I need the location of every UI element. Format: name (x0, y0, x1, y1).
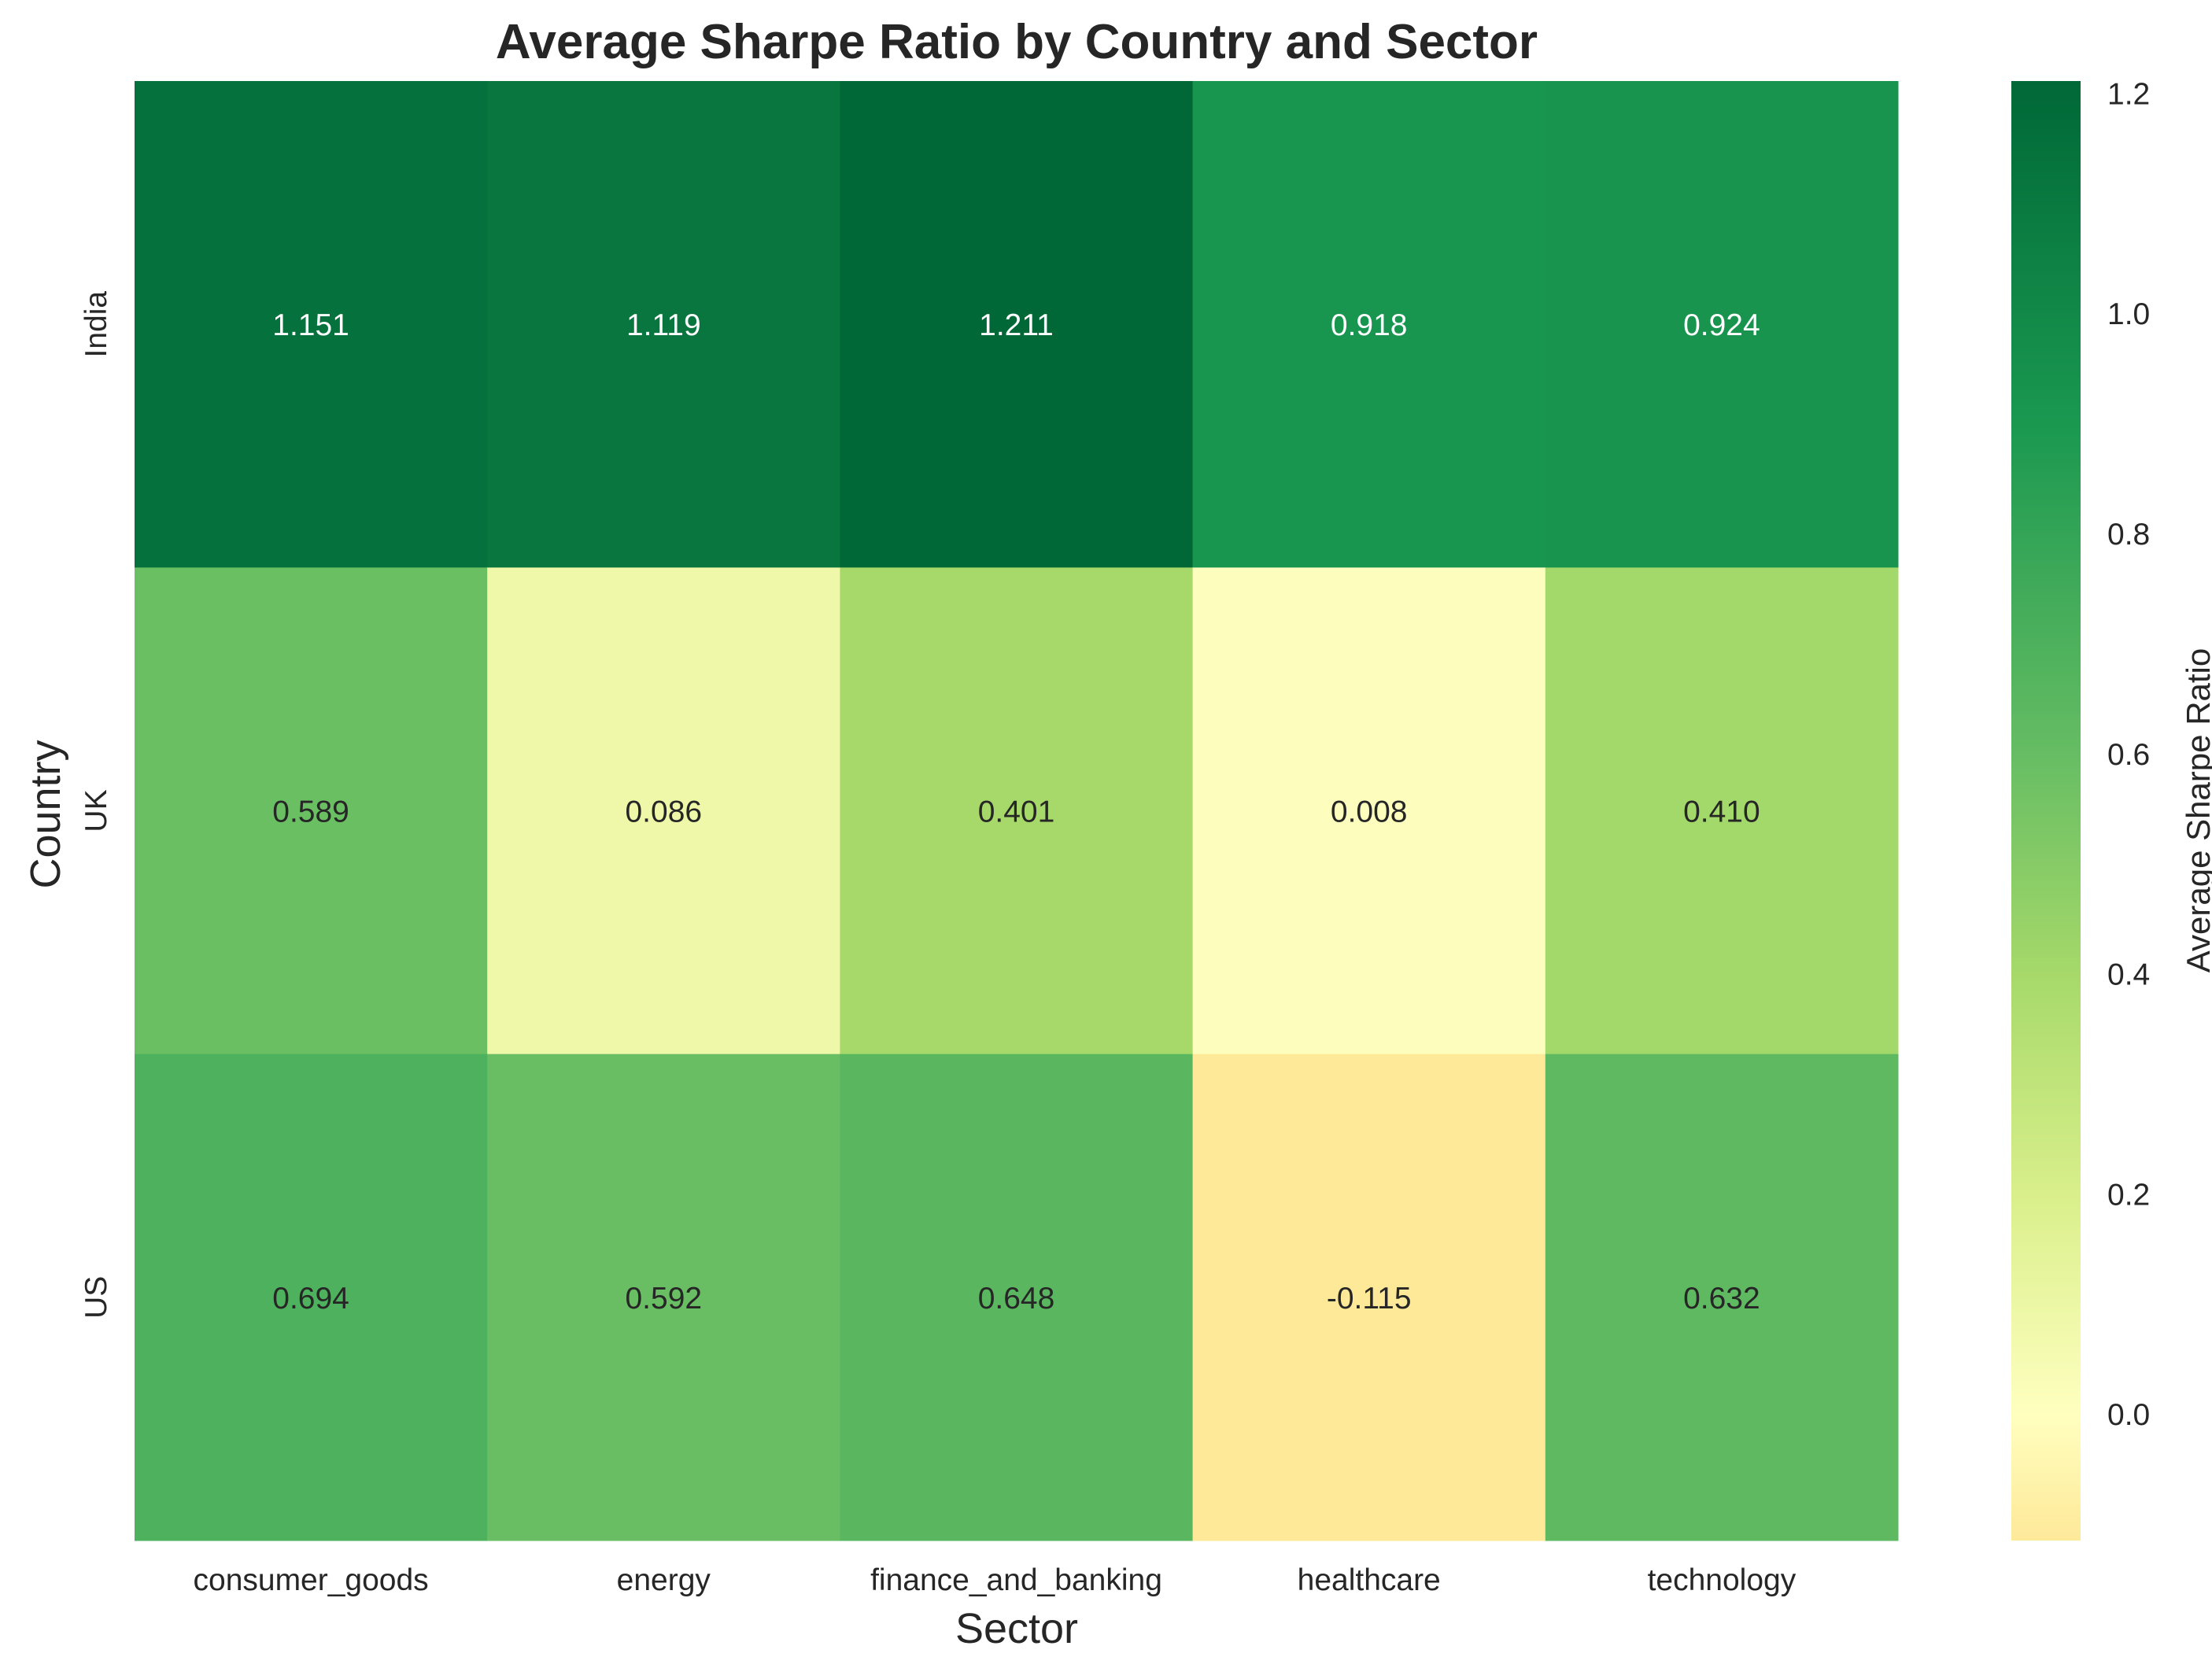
cell-value-label: 0.410 (1683, 795, 1760, 829)
heatmap-cell (1545, 567, 1899, 1055)
colorbar-tick-label: 1.2 (2107, 77, 2150, 111)
cell-value-label: 1.211 (979, 308, 1054, 342)
x-axis-tick-labels: consumer_goods energy finance_and_banking h… (194, 1563, 1797, 1597)
cell-value-label: 0.589 (272, 795, 349, 829)
heatmap-cell (135, 81, 488, 568)
heatmap-cell-labels: 1.151 1.119 1.211 0.918 0.924 0.589 0.086 0.401… (272, 308, 1760, 1316)
y-tick-label: UK (79, 789, 113, 832)
cell-value-label: 0.918 (1331, 308, 1408, 342)
x-tick-label: energy (617, 1563, 711, 1597)
heatmap-cell (840, 1054, 1194, 1541)
cell-value-label: 0.401 (978, 795, 1055, 829)
cell-value-label: 1.151 (272, 308, 349, 342)
x-axis-label: Sector (955, 1605, 1078, 1652)
colorbar-label: Average Sharpe Ratio (2180, 648, 2212, 973)
heatmap-cell (840, 567, 1194, 1055)
colorbar-tick-label: 0.0 (2107, 1398, 2150, 1432)
x-tick-label: healthcare (1298, 1563, 1441, 1597)
colorbar-tick-label: 0.8 (2107, 518, 2150, 552)
cell-value-label: 0.648 (978, 1282, 1055, 1316)
heatmap-cell (1192, 1054, 1546, 1541)
heatmap-cell (1192, 567, 1546, 1055)
y-tick-label: India (79, 291, 113, 358)
cell-value-label: 0.086 (625, 795, 702, 829)
cell-value-label: 0.924 (1683, 308, 1760, 342)
heatmap-cell (1545, 81, 1899, 568)
heatmap-cell (487, 1054, 840, 1541)
cell-value-label: 0.592 (625, 1282, 702, 1316)
heatmap-cell (487, 567, 840, 1055)
colorbar (2011, 81, 2081, 1541)
heatmap-cell (135, 567, 488, 1055)
colorbar-tick-label: 0.6 (2107, 738, 2150, 772)
colorbar-tick-labels: 0.0 0.2 0.4 0.6 0.8 1.0 1.2 (2107, 77, 2150, 1432)
heatmap-cell (840, 81, 1194, 568)
chart-title: Average Sharpe Ratio by Country and Sect… (496, 15, 1538, 69)
x-tick-label: consumer_goods (194, 1563, 429, 1597)
cell-value-label: 0.632 (1683, 1282, 1760, 1316)
heatmap-cells (135, 81, 1899, 1541)
heatmap-cell (1192, 81, 1546, 568)
x-tick-label: finance_and_banking (870, 1563, 1162, 1597)
cell-value-label: 1.119 (626, 308, 701, 342)
colorbar-tick-label: 0.4 (2107, 958, 2150, 992)
heatmap-cell (1545, 1054, 1899, 1541)
cell-value-label: -0.115 (1327, 1282, 1412, 1316)
y-axis-tick-labels: India UK US (79, 291, 113, 1319)
cell-value-label: 0.008 (1331, 795, 1408, 829)
y-tick-label: US (79, 1276, 113, 1319)
y-axis-label: Country (22, 740, 69, 888)
x-tick-label: technology (1648, 1563, 1797, 1597)
heatmap-cell (487, 81, 840, 568)
colorbar-tick-label: 1.0 (2107, 297, 2150, 331)
heatmap-cell (135, 1054, 488, 1541)
colorbar-tick-label: 0.2 (2107, 1178, 2150, 1212)
cell-value-label: 0.694 (272, 1282, 349, 1316)
